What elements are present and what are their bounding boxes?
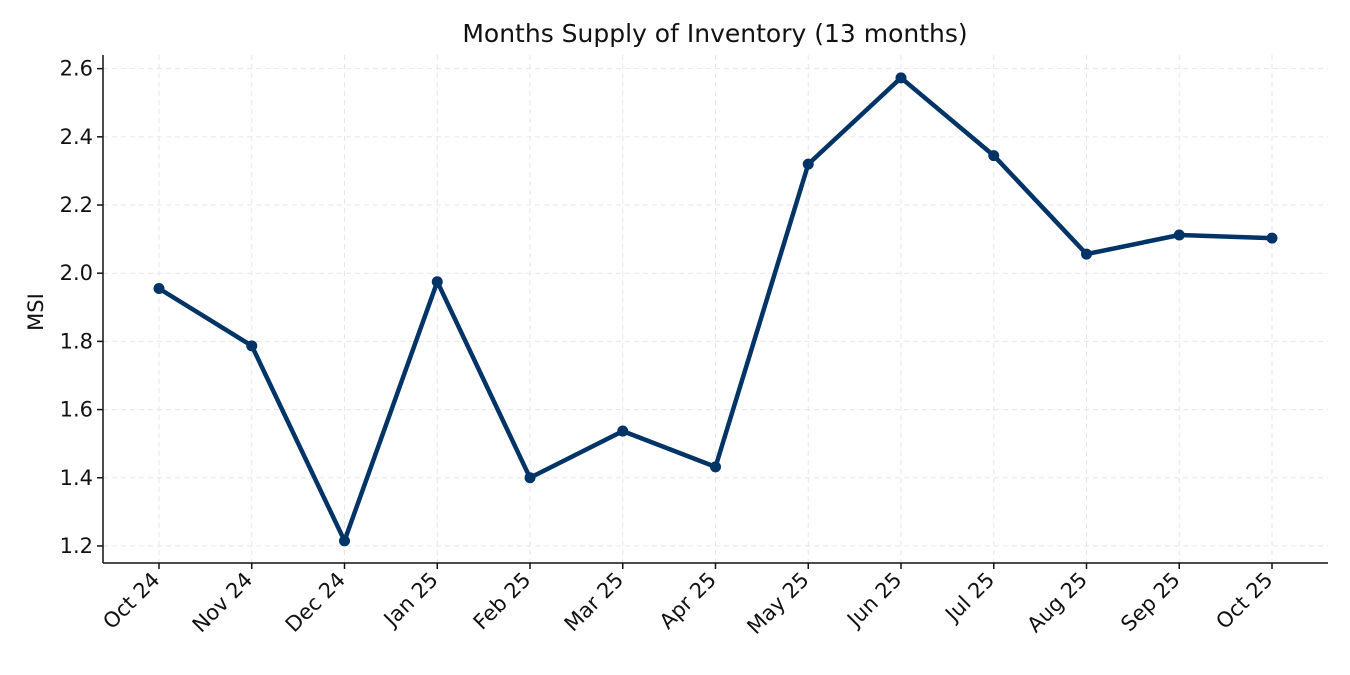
y-tick-label: 2.0 [60,261,93,285]
chart-title: Months Supply of Inventory (13 months) [462,19,967,48]
x-tick-label: Oct 25 [1211,568,1277,634]
x-axis-ticks: Oct 24 Nov 24 Dec 24 Jan 25 Feb 25 Mar 25 Apr … [98,563,1278,639]
y-tick-label: 1.4 [60,466,93,490]
data-point[interactable] [988,150,1000,162]
x-tick-label: Mar 25 [560,568,629,637]
data-point[interactable] [339,535,350,547]
y-tick-label: 2.2 [60,193,93,217]
x-tick-label: Jul 25 [939,568,999,628]
x-tick-label: Feb 25 [469,568,536,635]
data-point[interactable] [802,158,814,170]
y-tick-label: 2.4 [60,125,93,149]
grid [103,55,1328,563]
x-tick-label: Sep 25 [1116,568,1185,637]
data-point[interactable] [1266,232,1278,244]
y-axis-ticks: 1.2 1.4 1.6 1.8 2.0 2.2 2.4 2.6 [60,57,103,558]
data-point[interactable] [431,276,443,288]
data-point[interactable] [617,425,629,437]
data-point[interactable] [710,461,721,473]
x-tick-label: Dec 24 [281,568,350,637]
x-tick-label: Jun 25 [841,568,906,633]
data-point[interactable] [153,283,165,295]
x-tick-label: Nov 24 [188,568,258,638]
y-axis-label: MSI [24,293,48,331]
data-point[interactable] [1081,248,1092,260]
x-tick-label: Apr 25 [655,568,721,634]
data-point[interactable] [1173,229,1185,241]
y-tick-label: 1.8 [60,329,93,353]
x-tick-label: Aug 25 [1022,568,1092,638]
x-tick-label: Jan 25 [378,568,443,633]
y-tick-label: 1.2 [60,534,93,558]
y-tick-label: 1.6 [60,398,93,422]
x-tick-label: Oct 24 [98,568,164,634]
data-point[interactable] [895,72,907,84]
y-tick-label: 2.6 [60,57,93,81]
data-point[interactable] [524,472,536,484]
series [153,72,1278,547]
data-point[interactable] [246,340,258,352]
x-tick-label: May 25 [743,568,814,639]
